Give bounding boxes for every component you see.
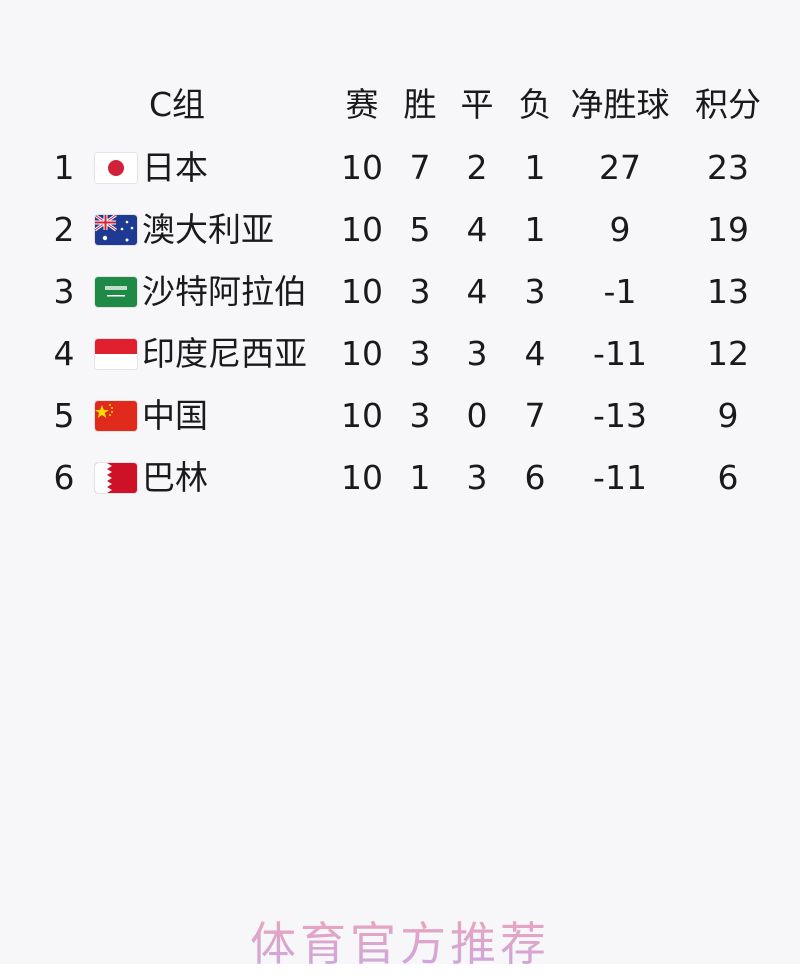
stat-points: 19 [707, 210, 749, 249]
column-header-played: 赛 [345, 85, 379, 124]
rank: 6 [53, 458, 75, 497]
team-name: 沙特阿拉伯 [142, 272, 307, 311]
column-header-lost: 负 [518, 85, 552, 124]
watermark: 体育官方推荐 [0, 908, 800, 974]
team-name: 中国 [142, 396, 208, 435]
column-header-won: 胜 [403, 85, 437, 124]
rank: 1 [53, 148, 75, 187]
column-header-drawn: 平 [460, 85, 494, 124]
rank: 2 [53, 210, 75, 249]
team-name: 澳大利亚 [142, 210, 274, 249]
stat-points: 23 [707, 148, 749, 187]
rank: 4 [53, 334, 75, 373]
saudi-arabia-flag [95, 277, 137, 307]
bottom-strip [0, 964, 800, 978]
stat-drawn: 3 [466, 334, 488, 373]
stat-goal-difference: -11 [593, 458, 647, 497]
stat-won: 5 [409, 210, 431, 249]
stat-won: 7 [409, 148, 431, 187]
stat-lost: 3 [524, 272, 546, 311]
stat-played: 10 [341, 396, 383, 435]
stat-played: 10 [341, 210, 383, 249]
stat-goal-difference: 27 [599, 148, 641, 187]
team-name: 印度尼西亚 [142, 334, 307, 373]
indonesia-flag [95, 339, 137, 369]
stat-points: 13 [707, 272, 749, 311]
group-title: C组 [148, 85, 206, 124]
stat-won: 3 [409, 396, 431, 435]
stat-lost: 7 [524, 396, 546, 435]
stat-drawn: 0 [466, 396, 488, 435]
stat-goal-difference: -11 [593, 334, 647, 373]
stat-won: 3 [409, 334, 431, 373]
rank: 5 [53, 396, 75, 435]
stat-drawn: 3 [466, 458, 488, 497]
stat-goal-difference: 9 [609, 210, 631, 249]
rank: 3 [53, 272, 75, 311]
japan-flag [95, 153, 137, 183]
stat-goal-difference: -13 [593, 396, 647, 435]
team-name: 日本 [142, 148, 208, 187]
stat-lost: 1 [524, 210, 546, 249]
stat-played: 10 [341, 334, 383, 373]
stat-played: 10 [341, 148, 383, 187]
china-flag [95, 401, 137, 431]
stat-lost: 6 [524, 458, 546, 497]
stat-lost: 4 [524, 334, 546, 373]
stat-drawn: 4 [466, 210, 488, 249]
stat-points: 6 [717, 458, 739, 497]
stat-played: 10 [341, 458, 383, 497]
stat-points: 12 [707, 334, 749, 373]
stat-won: 1 [409, 458, 431, 497]
stat-lost: 1 [524, 148, 546, 187]
bahrain-flag [95, 463, 137, 493]
stat-won: 3 [409, 272, 431, 311]
stat-drawn: 2 [466, 148, 488, 187]
column-header-goal-difference: 净胜球 [570, 85, 670, 124]
stat-points: 9 [717, 396, 739, 435]
stat-goal-difference: -1 [603, 272, 637, 311]
australia-flag [95, 215, 137, 245]
stat-drawn: 4 [466, 272, 488, 311]
team-name: 巴林 [142, 458, 208, 497]
column-header-points: 积分 [695, 85, 761, 124]
stat-played: 10 [341, 272, 383, 311]
